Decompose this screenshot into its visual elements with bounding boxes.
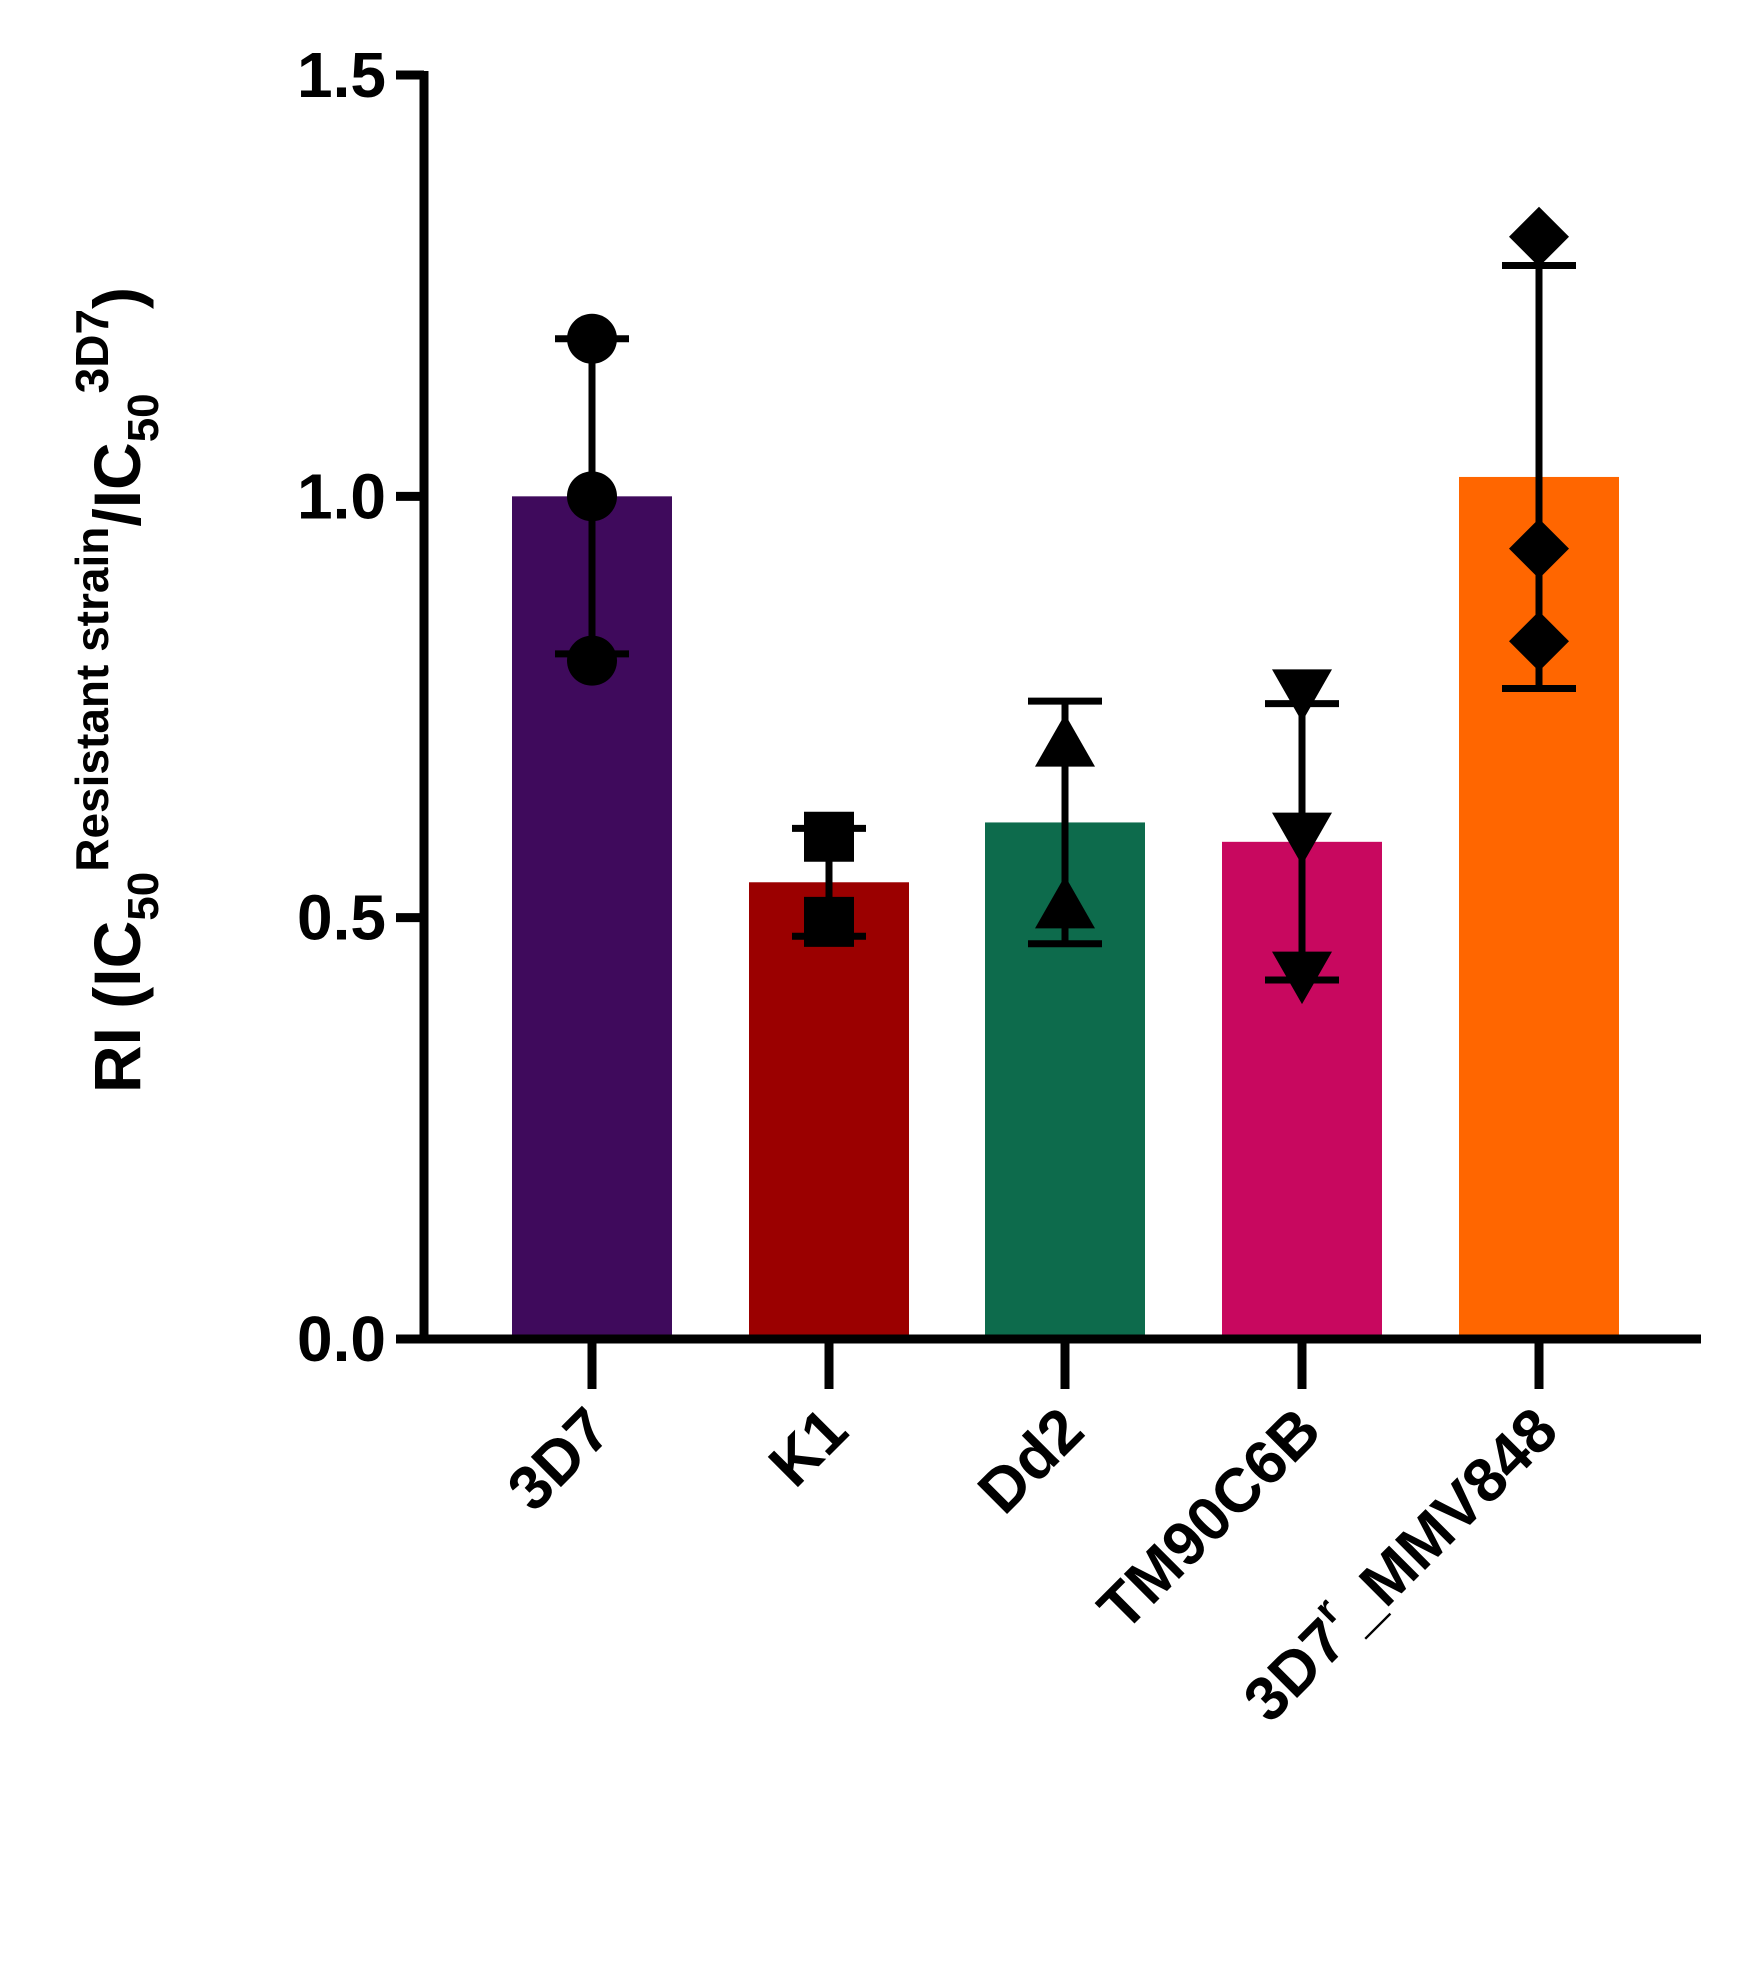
data-point	[567, 313, 617, 364]
label-part: 3D7	[66, 309, 118, 393]
x-tick-label: TM90C6B	[1085, 1395, 1334, 1644]
data-point	[1509, 206, 1569, 267]
label-part: /IC	[80, 442, 154, 526]
data-point	[567, 471, 617, 522]
data-point	[567, 635, 617, 686]
label-part: _MMV848	[1322, 1395, 1571, 1644]
label-part: Resistant strain	[66, 527, 118, 872]
data-point	[804, 896, 854, 947]
label-part: )	[80, 287, 154, 309]
data-point	[1272, 669, 1332, 722]
data-point	[1272, 812, 1332, 866]
x-tick-label: K1	[756, 1395, 861, 1500]
label-part: 50	[119, 872, 168, 921]
data-point	[1509, 611, 1569, 672]
label-part: 50	[119, 393, 168, 442]
label-part: RI (IC	[80, 921, 154, 1093]
data-point	[804, 811, 854, 862]
bar	[749, 882, 909, 1339]
data-point	[1035, 714, 1095, 767]
y-axis-label: RI (IC50Resistant strain/IC503D7)	[66, 287, 168, 1093]
x-tick-label: Dd2	[965, 1395, 1097, 1527]
y-tick-label: 1.0	[297, 460, 386, 532]
y-tick-label: 1.5	[297, 39, 386, 111]
x-tick-label: 3D7	[495, 1395, 624, 1524]
y-tick-label: 0.5	[297, 882, 386, 954]
y-tick-label: 0.0	[297, 1303, 386, 1375]
data-point	[1035, 875, 1095, 929]
data-point	[1509, 518, 1569, 579]
data-point	[1272, 951, 1332, 1005]
